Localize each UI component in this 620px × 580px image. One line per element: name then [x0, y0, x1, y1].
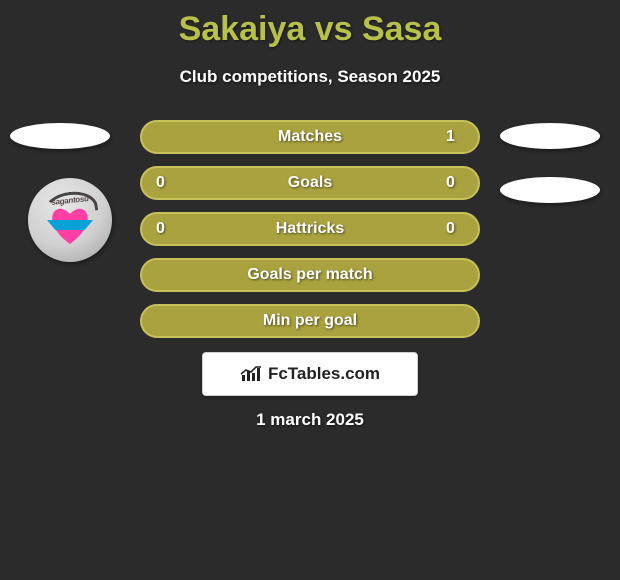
bar-chart-icon — [240, 365, 262, 383]
stat-label: Min per goal — [142, 312, 478, 330]
brand-badge: FcTables.com — [202, 352, 418, 396]
date-label: 1 march 2025 — [0, 410, 620, 430]
stat-label: Matches — [142, 128, 478, 146]
stat-left-value: 0 — [156, 174, 174, 192]
player-left-placeholder-icon — [10, 123, 110, 149]
stat-right-value: 0 — [446, 174, 464, 192]
stat-right-value: 0 — [446, 220, 464, 238]
subtitle: Club competitions, Season 2025 — [0, 67, 620, 87]
brand-label: FcTables.com — [268, 364, 380, 384]
page-title: Sakaiya vs Sasa — [0, 0, 620, 49]
stat-row-matches: Matches 1 — [140, 120, 480, 154]
stat-label: Goals per match — [142, 266, 478, 284]
stat-row-goals: 0 Goals 0 — [140, 166, 480, 200]
stat-row-min-per-goal: Min per goal — [140, 304, 480, 338]
stat-label: Hattricks — [142, 220, 478, 238]
stat-label: Goals — [142, 174, 478, 192]
stat-row-goals-per-match: Goals per match — [140, 258, 480, 292]
player-right-placeholder-icon — [500, 123, 600, 149]
stat-left-value: 0 — [156, 220, 174, 238]
player-right-placeholder-2-icon — [500, 177, 600, 203]
club-badge-icon: sagantosu — [28, 178, 112, 262]
stats-container: Matches 1 0 Goals 0 0 Hattricks 0 Goals … — [140, 120, 480, 350]
stat-right-value: 1 — [446, 128, 464, 146]
stat-row-hattricks: 0 Hattricks 0 — [140, 212, 480, 246]
